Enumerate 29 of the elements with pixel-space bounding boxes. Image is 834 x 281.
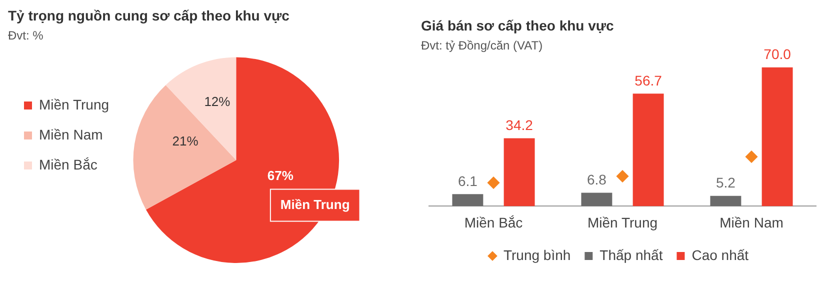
legend-label: Miền Bắc bbox=[39, 156, 98, 172]
data-label: 5.2 bbox=[716, 174, 736, 191]
x-tick-label: Miền Trung bbox=[587, 214, 658, 230]
bar bbox=[762, 67, 793, 206]
chart-subtitle: Đvt: % bbox=[8, 28, 44, 42]
bar bbox=[710, 196, 742, 206]
data-label: 6.1 bbox=[458, 172, 478, 189]
legend-label: Miền Trung bbox=[39, 96, 110, 112]
chart-title: Giá bán sơ cấp theo khu vực bbox=[421, 17, 614, 34]
data-label: 21% bbox=[172, 134, 199, 149]
data-label: 56.7 bbox=[634, 72, 662, 88]
data-label: 6.8 bbox=[586, 172, 607, 188]
legend-label: Miền Nam bbox=[39, 126, 103, 142]
legend-label: Trung bình bbox=[503, 246, 571, 263]
chart-subtitle: Đvt: tỷ Đồng/căn (VAT) bbox=[421, 38, 543, 52]
x-tick-label: Miền Nam bbox=[720, 214, 784, 230]
x-tick-label: Miền Bắc bbox=[464, 214, 523, 230]
slice-label: Miền Trung bbox=[280, 196, 350, 212]
data-label: 12% bbox=[204, 94, 231, 109]
data-label: 34.2 bbox=[506, 117, 534, 134]
bar bbox=[504, 138, 535, 206]
bar bbox=[581, 192, 612, 206]
legend-label: Cao nhất bbox=[692, 246, 749, 263]
data-label: 70.0 bbox=[764, 46, 792, 62]
bar bbox=[632, 94, 664, 206]
chart-title: Tỷ trọng nguồn cung sơ cấp theo khu vực bbox=[8, 7, 290, 24]
bar bbox=[452, 194, 484, 206]
legend-label: Thấp nhất bbox=[600, 246, 663, 263]
data-label: 67% bbox=[267, 168, 294, 183]
